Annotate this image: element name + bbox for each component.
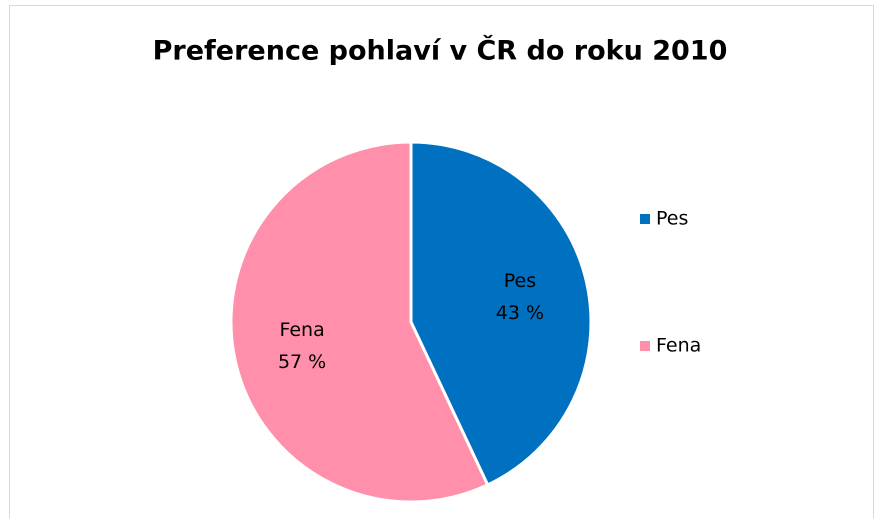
pie-slice (229, 140, 490, 504)
chart-title: Preference pohlaví v ČR do roku 2010 (153, 35, 728, 67)
slice-value-label: 43 % (496, 302, 544, 324)
legend-swatch (640, 341, 650, 351)
legend-swatch (640, 214, 650, 224)
slice-category-label: Fena (279, 319, 324, 341)
slice-value-label: 57 % (278, 351, 326, 373)
pie-slice (409, 140, 593, 487)
legend-label: Pes (656, 208, 688, 230)
legend-label: Fena (656, 335, 701, 357)
slice-category-label: Pes (504, 270, 536, 292)
